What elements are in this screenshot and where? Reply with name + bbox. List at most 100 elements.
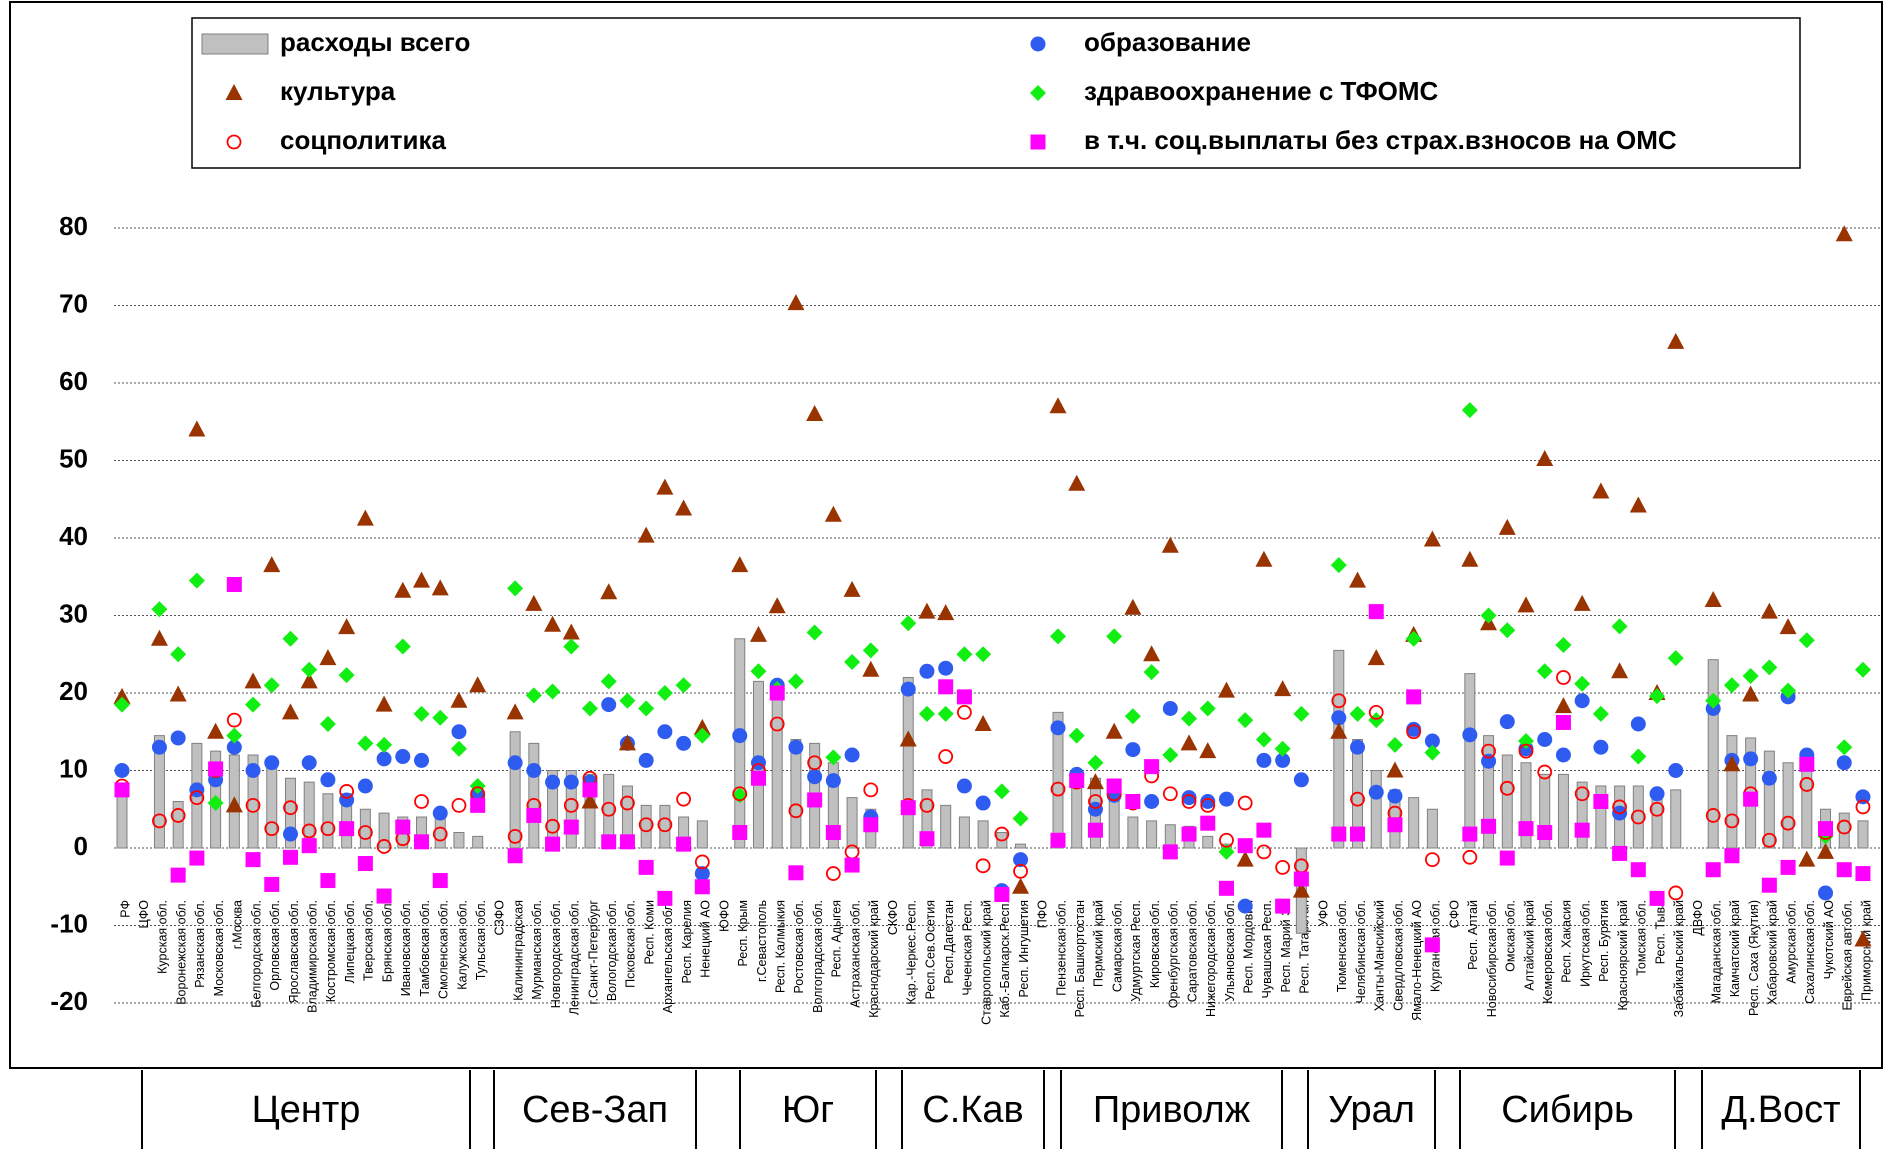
point [1667, 332, 1685, 349]
point [376, 751, 392, 767]
point [582, 700, 598, 717]
x-tick-label: Каб.-Балкарск.Респ. [998, 900, 1012, 1018]
legend-box [191, 17, 1801, 169]
point [694, 879, 710, 895]
point [413, 705, 430, 722]
x-tick-label: Архангельская обл. [661, 900, 675, 1013]
point [226, 577, 242, 592]
point [899, 730, 917, 747]
point [301, 755, 317, 771]
x-tick-label: Респ. Марий Эл [1279, 900, 1293, 992]
x-tick-label: СКФО [886, 900, 900, 935]
x-tick-label: Пензенская обл. [1054, 900, 1068, 996]
x-tick-label: Респ. Алтай [1466, 900, 1480, 970]
point [769, 685, 785, 701]
chart-frame [9, 1, 1883, 1069]
point [563, 819, 579, 835]
point [1218, 791, 1234, 807]
point [451, 724, 467, 740]
point [1368, 784, 1384, 800]
point [1818, 821, 1834, 837]
point [245, 852, 261, 868]
point [1237, 712, 1254, 729]
point [507, 828, 523, 844]
bar [1707, 659, 1719, 849]
point [376, 888, 392, 904]
x-tick-label: Астраханская обл. [848, 900, 862, 1008]
point [1556, 670, 1571, 685]
point [1350, 826, 1366, 842]
point [1574, 822, 1590, 838]
point [1611, 618, 1628, 635]
point [1779, 618, 1797, 635]
point [170, 646, 187, 663]
point [357, 856, 373, 871]
point [862, 660, 880, 677]
bar [1015, 843, 1027, 849]
point [862, 642, 879, 659]
point [1274, 680, 1292, 697]
x-tick-label: г.Санкт-Петербург [586, 900, 600, 1005]
point [1200, 815, 1216, 831]
x-tick-label: Владимирская обл. [305, 900, 319, 1013]
point [1144, 794, 1160, 809]
point [1818, 885, 1834, 901]
x-tick-label: Краснодарский край [867, 900, 881, 1018]
point [282, 826, 298, 842]
x-tick-label: Калининградская [511, 900, 525, 1001]
x-tick-label: Новгородская обл. [549, 900, 563, 1008]
bar [509, 731, 521, 849]
legend-marker [226, 134, 242, 150]
point [1069, 773, 1085, 789]
bar [1146, 820, 1158, 849]
point [863, 782, 879, 798]
bar [528, 742, 540, 849]
point [1349, 571, 1367, 588]
point [1162, 701, 1178, 716]
point [732, 786, 748, 802]
point [1181, 790, 1197, 806]
point [806, 405, 824, 421]
x-tick-label: Пермский край [1092, 900, 1106, 987]
point [283, 800, 298, 816]
point [656, 478, 674, 495]
point [1724, 813, 1740, 829]
point [1780, 682, 1797, 699]
point [1705, 692, 1722, 709]
point [1761, 832, 1777, 848]
x-tick-label: Воронежская обл. [174, 900, 188, 1005]
point [900, 615, 917, 632]
point [1630, 862, 1646, 878]
x-tick-label: Ленинградская обл. [568, 900, 582, 1015]
point [825, 866, 841, 881]
point [1704, 591, 1722, 607]
point [1761, 877, 1777, 893]
point [919, 663, 935, 679]
point [694, 866, 710, 882]
bar [1801, 770, 1813, 849]
point [282, 849, 298, 865]
point [787, 673, 804, 690]
point [1387, 788, 1403, 804]
bar [902, 677, 914, 849]
point [1386, 761, 1404, 778]
x-tick-label: УФО [1316, 900, 1330, 927]
point [375, 695, 393, 712]
point [301, 823, 317, 839]
bar [1333, 649, 1345, 849]
point [1537, 732, 1553, 747]
point [1574, 786, 1590, 802]
bar [1838, 812, 1850, 849]
point [1518, 743, 1534, 759]
point [1237, 838, 1253, 854]
point [900, 800, 916, 816]
point [226, 739, 242, 755]
legend-marker [1030, 134, 1046, 150]
x-tick-label: Чеченская Респ. [961, 900, 975, 996]
x-tick-label: Курская обл. [156, 900, 170, 974]
point [1649, 890, 1665, 906]
point [1292, 881, 1310, 898]
point [1293, 705, 1310, 722]
x-tick-label: Ставропольский край [979, 900, 993, 1025]
point [1518, 821, 1534, 837]
